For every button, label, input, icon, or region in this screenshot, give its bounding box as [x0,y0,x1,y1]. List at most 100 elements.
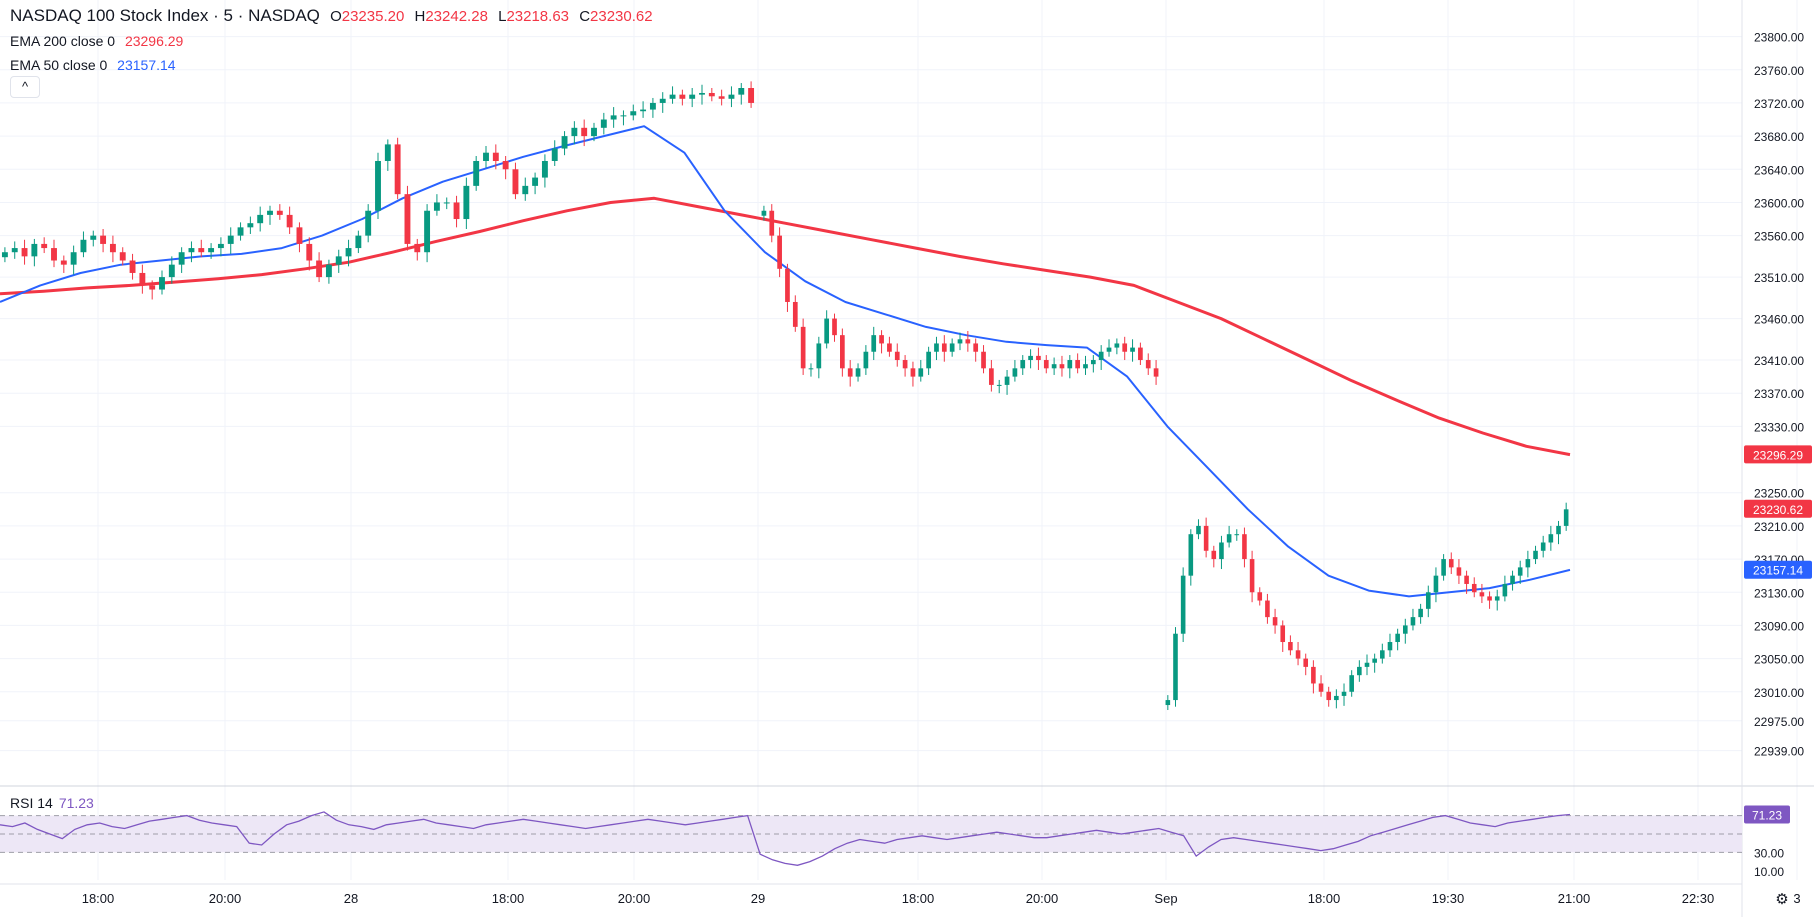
price-tick-label: 23680.00 [1754,130,1804,144]
candle-body [738,88,745,95]
candle-body [70,252,77,265]
candle-body [1380,650,1385,659]
time-tick-label: 3 [1793,891,1800,906]
candle-body [129,260,136,273]
candle-body [630,111,637,116]
candle-body [217,243,224,249]
candle-body [1249,559,1255,593]
candle-body [1471,583,1477,593]
candle-body [473,160,480,186]
candle-body [1043,360,1049,369]
candle-body [149,285,156,290]
candle-body [926,351,931,369]
candle-body [785,268,790,302]
price-tick-label: 23210.00 [1754,520,1804,534]
collapse-legend-button[interactable]: ^ [10,76,40,98]
candle-body [855,368,861,377]
high-label: H [414,8,426,25]
time-tick-label: 18:00 [1308,891,1341,906]
high-value: 23242.28 [425,8,488,25]
candle-body [863,351,869,369]
open-label: O [330,8,342,25]
candle-body [237,227,244,236]
candle-body [1012,368,1018,377]
candle-body [1525,559,1531,568]
price-tick-label: 23010.00 [1754,686,1804,700]
candle-body [1448,559,1454,568]
candle-body [894,351,900,361]
candle-body [532,177,539,186]
price-tick-label: 23720.00 [1754,97,1804,111]
price-tick-label: 23130.00 [1754,586,1804,600]
symbol-title[interactable]: NASDAQ 100 Stock Index · 5 · NASDAQ [10,6,320,25]
candle-body [1387,642,1393,651]
candle-body [1288,642,1293,651]
ema200-row[interactable]: EMA 200 close 0 23296.29 [10,29,653,53]
candle-body [1311,666,1316,684]
candle-body [718,96,725,99]
rsi-legend[interactable]: RSI 14 71.23 [10,793,94,813]
price-label-badge [1744,499,1812,518]
candle-body [832,318,837,336]
rsi-label: RSI 14 [10,795,53,811]
price-tick-label: 23370.00 [1754,387,1804,401]
price-scale[interactable]: 23800.00 23760.00 23720.00 23680.00 23640.00… [1754,31,1804,879]
candle-body [1196,525,1201,535]
candle-body [384,144,391,161]
ema50-row[interactable]: EMA 50 close 0 23157.14 [10,53,653,77]
time-scale[interactable]: 18:00 20:00 28 18:00 20:00 29 18:00 20:00 Sep 18:… [82,891,1801,908]
price-label-badge [1744,560,1812,579]
time-tick-label: 18:00 [902,891,935,906]
rsi-tick-label: 30.00 [1754,846,1784,860]
candle-body [840,335,845,369]
candle-body [941,343,947,352]
candle-body [1004,376,1010,385]
candle-body [1540,542,1546,551]
time-tick-label: 20:00 [209,891,242,906]
close-value: 23230.62 [590,8,653,25]
candle-body [679,94,686,99]
candle-body [551,148,558,161]
candle-body [1341,691,1347,696]
candle-body [247,223,254,228]
candle-body [1234,534,1240,536]
time-tick-label: 19:30 [1432,891,1465,906]
candle-body [443,202,450,204]
rsi-panel [0,811,1742,866]
ema-200-line [0,196,1571,457]
candle-body [934,343,939,352]
price-tick-label: 23560.00 [1754,230,1804,244]
candle-body [1226,534,1232,543]
ema200-value: 23296.29 [124,33,184,49]
candle-body [375,160,381,211]
candle-body [1075,360,1080,369]
candle-body [902,360,908,369]
candle-body [335,256,342,265]
candle-body [188,248,195,253]
candle-body [21,248,28,257]
candle-body [414,243,421,253]
candlesticks [1,81,1569,711]
candle-body [591,127,597,137]
price-tick-label: 23600.00 [1754,196,1804,210]
ema-200-path [0,196,1571,457]
candle-body [90,235,97,240]
candle-body [761,210,767,216]
candle-body [208,248,215,253]
time-tick-label: 20:00 [618,891,651,906]
time-tick-label: Sep [1154,891,1177,906]
candle-body [1257,592,1263,601]
candle-body [1487,596,1492,601]
candle-body [1295,650,1301,659]
candle-body [600,119,607,128]
candle-body [1122,343,1128,352]
candle-body [345,248,352,257]
candle-body [699,92,705,95]
ema200-label: EMA 200 close 0 [10,33,116,49]
rsi-value-badge-text: 71.23 [1752,808,1782,822]
candle-body [267,210,273,215]
candle-body [1395,633,1400,643]
ema-50-line [0,125,1571,598]
candle-body [1173,633,1178,701]
